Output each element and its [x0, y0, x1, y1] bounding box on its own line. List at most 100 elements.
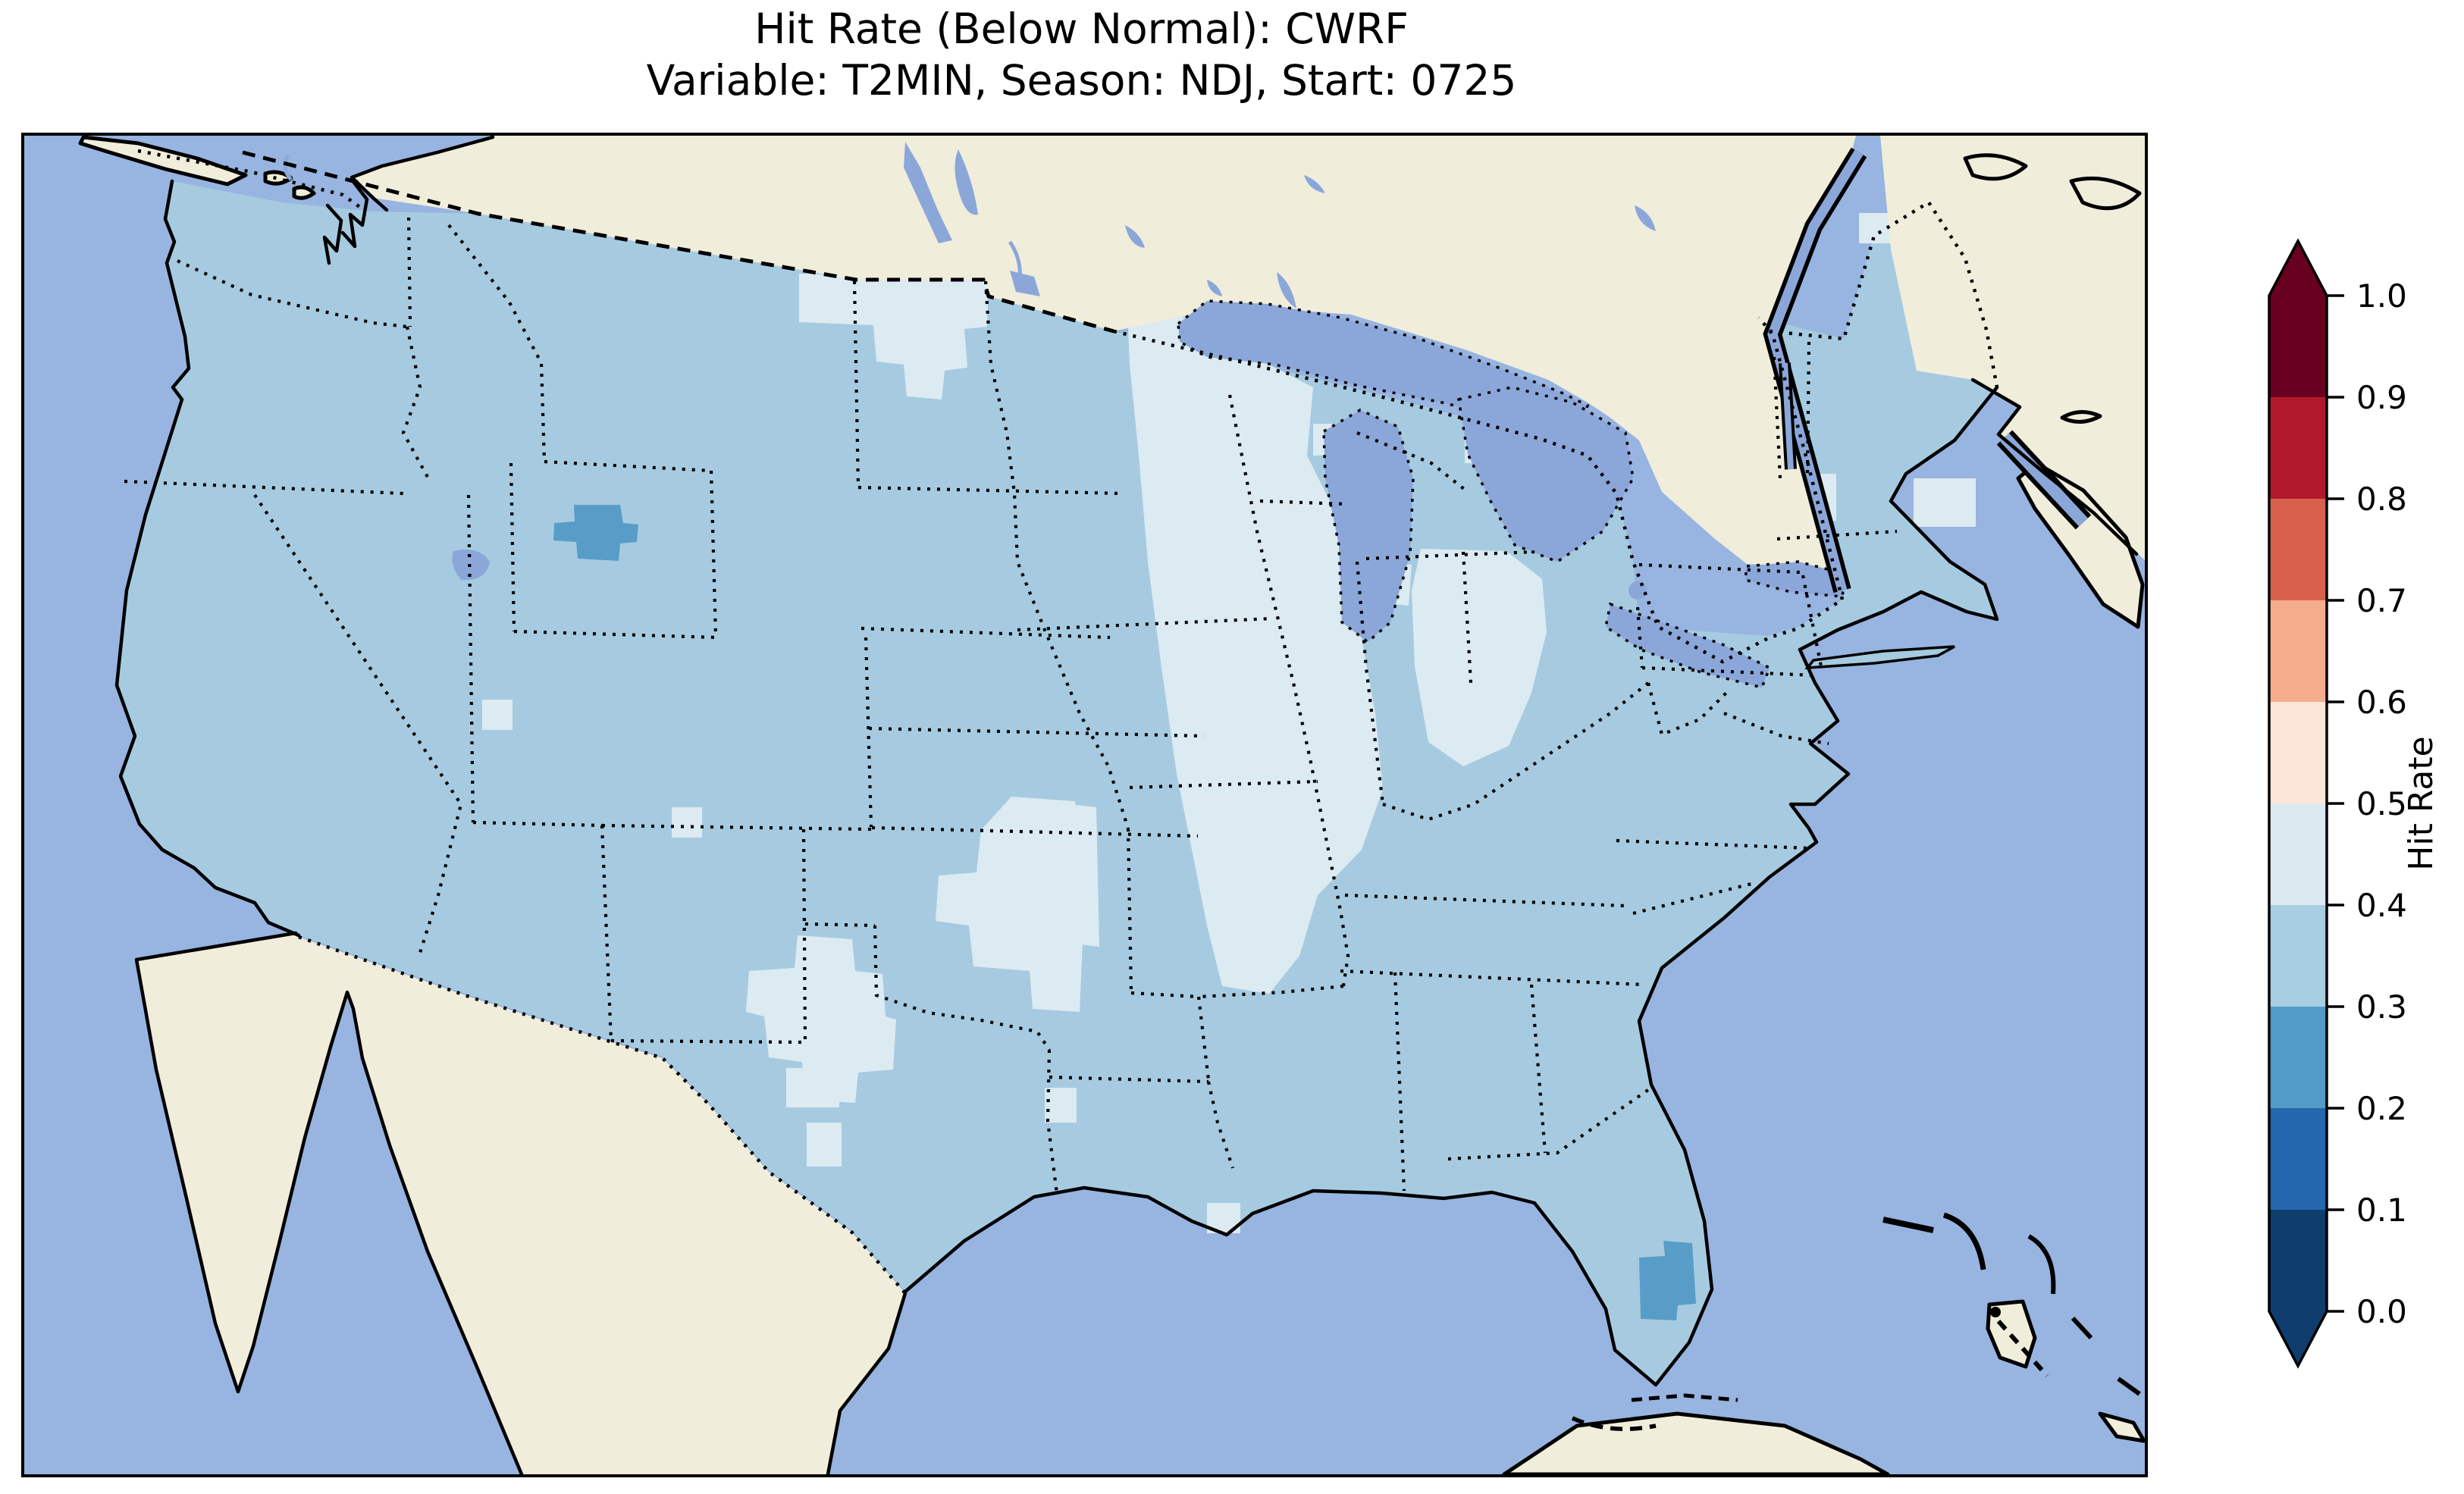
- figure-title-line1: Hit Rate (Below Normal): CWRF: [754, 5, 1409, 53]
- state-border-line: [401, 326, 431, 481]
- map-panel: [21, 133, 2148, 1477]
- colorbar-tick-label: 0.3: [2356, 988, 2407, 1026]
- missouri-river: [1008, 240, 1022, 292]
- state-border-line: [1340, 969, 1644, 987]
- grand-bahama-island: [1882, 1217, 1934, 1233]
- colorbar-tick-label: 0.4: [2356, 887, 2407, 924]
- abaco-island: [1942, 1212, 1986, 1270]
- pale-cell: [672, 807, 702, 838]
- colorbar-bin-0.9-1.0: [2269, 296, 2327, 397]
- state-border-line: [253, 493, 463, 954]
- canadian-lake: [1207, 280, 1222, 296]
- state-border-line: [1382, 681, 1650, 822]
- state-border-line: [177, 259, 408, 329]
- colorbar-ticks: 1.0 0.9 0.8 0.7 0.6 0.5 0.4 0.3 0.2 0.1 0.0: [2327, 277, 2407, 1330]
- state-border-line: [1355, 561, 1385, 805]
- colorbar-tick-label: 1.0: [2356, 277, 2407, 315]
- us-canada-border-maine: [1769, 199, 1999, 388]
- state-border-line: [406, 217, 412, 327]
- colorbar-tick-label: 0.0: [2356, 1293, 2407, 1330]
- newfoundland-island: [2069, 176, 2142, 211]
- state-border-line: [1616, 838, 1810, 850]
- colorbar-tick-label: 0.9: [2356, 379, 2407, 416]
- gulf-atlantic-coastline: [903, 385, 1999, 1387]
- state-border-line: [1529, 984, 1547, 1154]
- colorbar-tick-label: 0.5: [2356, 785, 2407, 822]
- canadian-lake: [1635, 205, 1656, 231]
- colorbar-bin-0.5-0.6: [2269, 702, 2327, 803]
- us-mexico-border: [298, 935, 907, 1295]
- puget-sound-coast: [322, 203, 343, 265]
- state-border-line: [1772, 356, 1782, 479]
- canada-west: [352, 136, 1856, 583]
- state-border-line: [1129, 779, 1318, 790]
- state-border-line: [1344, 893, 1626, 908]
- state-border-line: [1365, 550, 1535, 561]
- state-border-line: [1206, 1081, 1234, 1169]
- long-island: [1804, 645, 1955, 670]
- state-border-line: [1049, 1075, 1209, 1084]
- state-border-line: [1723, 712, 1829, 746]
- dark-patch-south-florida: [1639, 1241, 1696, 1320]
- eleuthera-island: [2027, 1234, 2056, 1295]
- mexico-landmass: [136, 932, 905, 1474]
- international-borders: [137, 149, 1999, 1295]
- canadian-lake: [1125, 225, 1145, 248]
- bc-river: [283, 154, 293, 181]
- figure-title: Hit Rate (Below Normal): CWRF Variable: …: [21, 3, 2142, 106]
- colorbar-bin-0.7-0.8: [2269, 499, 2327, 600]
- state-border-line: [1227, 394, 1350, 987]
- colorbar-tick-label: 0.7: [2356, 582, 2407, 619]
- colorbar-segments: [2269, 241, 2327, 1366]
- caribbean-islands: [1502, 1212, 2145, 1474]
- puget-sound-coast: [340, 177, 369, 249]
- vancouver-island: [78, 136, 248, 186]
- maritimes-coastline: [1970, 377, 2139, 556]
- state-border-line: [1356, 431, 1469, 493]
- canada-landmass: [78, 136, 2145, 629]
- state-border-line: [472, 820, 603, 828]
- us-canada-border: [242, 150, 1114, 334]
- figure-title-line2: Variable: T2MIN, Season: NDJ, Start: 072…: [646, 56, 1517, 105]
- state-border-line: [1198, 984, 1344, 999]
- prince-edward-island: [2060, 410, 2102, 424]
- pale-cell: [1045, 1088, 1077, 1123]
- state-border-line: [1635, 606, 1644, 669]
- pale-cell: [807, 1123, 842, 1167]
- cuba-keys: [1631, 1393, 1738, 1402]
- state-border-line: [610, 1038, 804, 1045]
- state-border-line: [509, 462, 516, 632]
- us-canada-border-east: [1757, 316, 1845, 600]
- pale-patch: [1127, 309, 1383, 994]
- pale-cell: [786, 1068, 839, 1107]
- new-providence-island: [1990, 1307, 2001, 1317]
- hit-rate-cells-dark: [553, 505, 1696, 1320]
- pale-cell: [1914, 478, 1976, 527]
- colorbar-bin-0.1-0.2: [2269, 1108, 2327, 1210]
- state-border-line: [864, 637, 873, 828]
- st-lawrence-river: [1767, 149, 1864, 592]
- cat-island: [2071, 1316, 2093, 1340]
- state-border-line: [124, 479, 404, 496]
- state-border-line: [1632, 881, 1755, 916]
- hispaniola-corner: [2098, 1411, 2145, 1443]
- pale-patch: [1412, 549, 1547, 766]
- state-border-line: [861, 626, 1111, 640]
- state-border-line: [873, 925, 1051, 1051]
- state-border-line: [1776, 529, 1898, 541]
- canada-east: [1880, 136, 2145, 560]
- pale-cell: [482, 700, 513, 730]
- pale-patch: [936, 797, 1098, 1012]
- dark-patch-wyoming: [553, 505, 638, 561]
- state-border-line: [868, 726, 1205, 738]
- state-border-line: [1447, 1086, 1653, 1161]
- lake-ontario: [1744, 560, 1847, 598]
- mexico-mainland-and-baja: [136, 932, 905, 1474]
- san-juan-islet: [292, 185, 316, 200]
- colorbar-bin-0.8-0.9: [2269, 397, 2327, 499]
- colorbar: 1.0 0.9 0.8 0.7 0.6 0.5 0.4 0.3 0.2 0.1 0.0 Hit Ra…: [2229, 182, 2464, 1440]
- lake-st-clair: [1629, 581, 1647, 600]
- lake-champlain: [1782, 362, 1794, 470]
- mexico-gulf-coastline: [826, 1291, 908, 1474]
